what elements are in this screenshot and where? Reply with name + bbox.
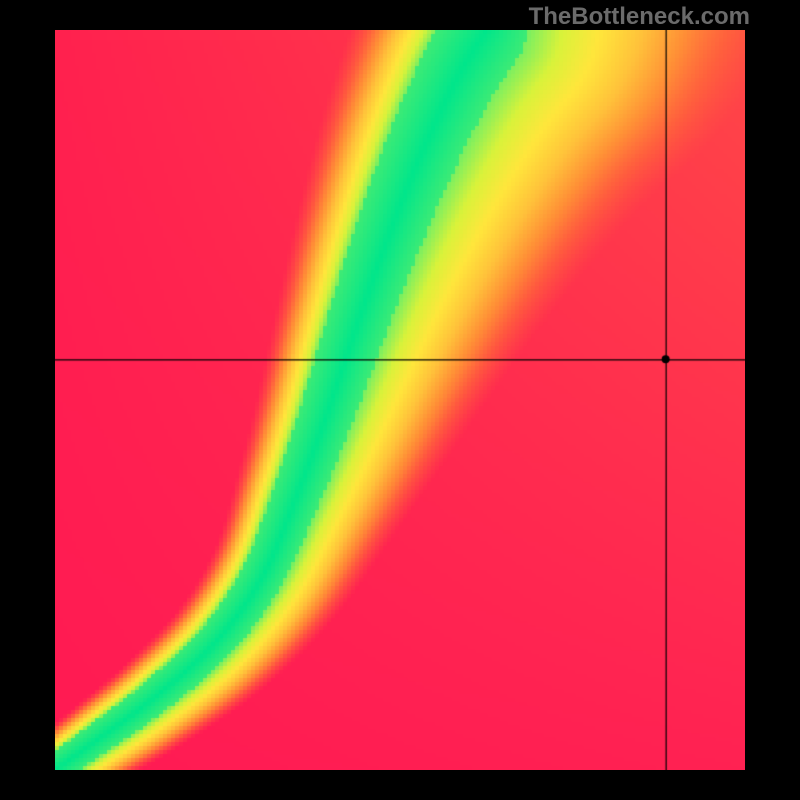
- chart-container: TheBottleneck.com: [0, 0, 800, 800]
- heatmap-canvas: [55, 30, 745, 770]
- watermark-text: TheBottleneck.com: [529, 3, 750, 31]
